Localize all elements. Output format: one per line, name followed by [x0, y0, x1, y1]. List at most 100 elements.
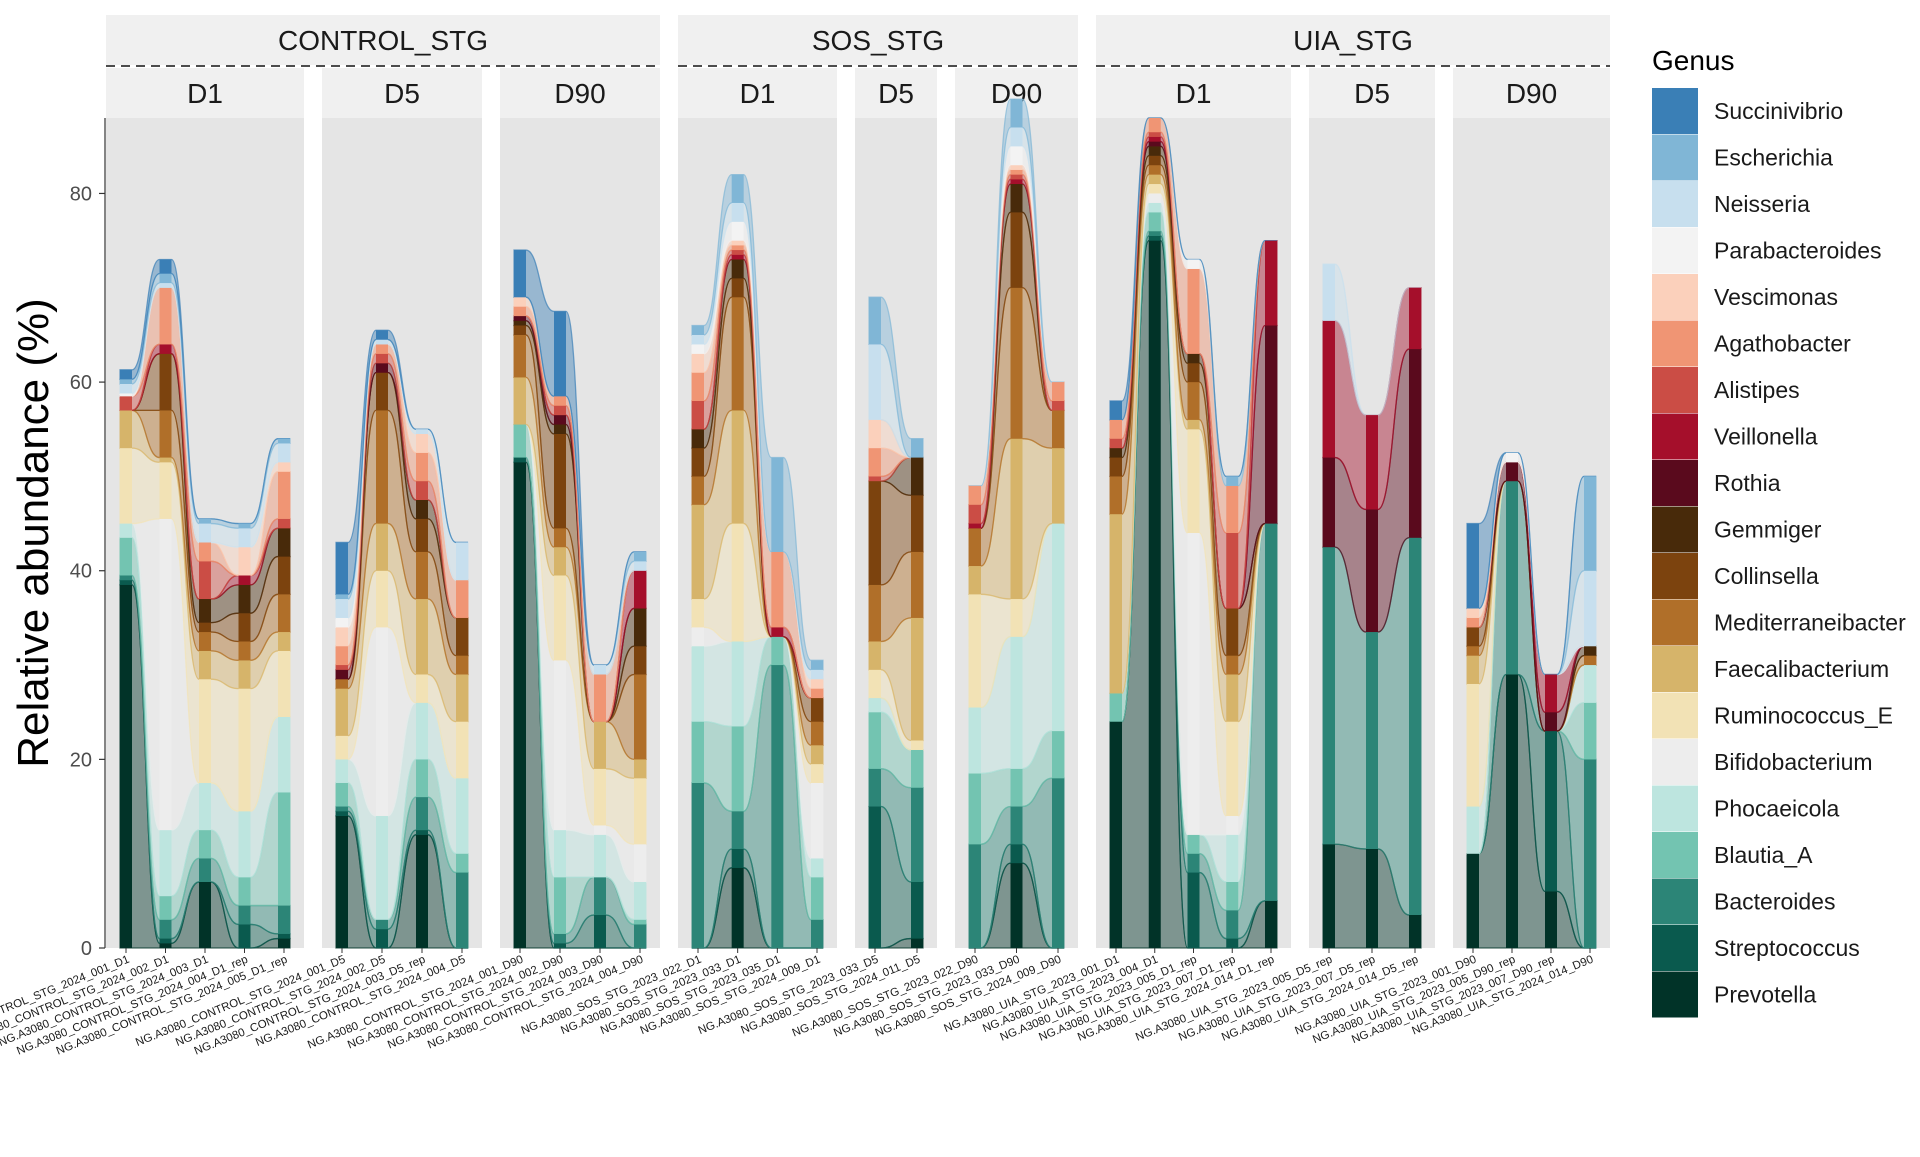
stacked-bar-segment [238, 660, 251, 689]
legend-swatch [1652, 739, 1698, 785]
stacked-bar-segment [692, 344, 704, 354]
legend-label: Neisseria [1714, 191, 1810, 217]
stacked-bar-segment [692, 721, 704, 783]
group-strip-label: CONTROL_STG [278, 25, 488, 56]
stacked-bar-segment [1467, 683, 1479, 807]
stacked-bar-segment [692, 448, 704, 477]
stacked-bar-segment [376, 929, 388, 948]
stacked-bar-segment [199, 518, 211, 524]
stacked-bar-segment [120, 410, 132, 449]
stacked-bar-segment [594, 825, 606, 835]
stacked-bar-segment [416, 830, 428, 835]
stacked-bar-segment [278, 594, 290, 633]
stacked-bar-segment [554, 830, 566, 878]
stacked-bar-segment [1226, 476, 1239, 486]
stacked-bar-segment [1584, 570, 1596, 647]
stacked-bar-segment [1467, 806, 1479, 854]
day-strip-label: D5 [878, 78, 914, 109]
stacked-bar-segment [376, 523, 388, 571]
stacked-bar-segment [1545, 731, 1557, 892]
stacked-bar-segment [159, 273, 172, 284]
stacked-bar-segment [969, 523, 981, 529]
stacked-bar-segment [869, 669, 881, 699]
stacked-bar-segment [1584, 702, 1596, 760]
legend-swatch [1652, 785, 1698, 832]
stacked-bar-segment [376, 919, 388, 930]
stacked-bar-segment [120, 448, 132, 524]
legend-swatch [1652, 320, 1698, 367]
stacked-bar-segment [969, 528, 981, 567]
stacked-bar-segment [1366, 509, 1378, 633]
stacked-bar-segment [336, 811, 348, 816]
legend-label: Veillonella [1714, 424, 1818, 450]
stacked-bar-segment [416, 481, 428, 500]
stacked-bar-segment [731, 523, 744, 642]
stacked-bar-segment [692, 325, 704, 335]
day-strip [855, 68, 937, 118]
stacked-bar-segment [416, 702, 428, 760]
stacked-bar-segment [456, 655, 468, 675]
stacked-bar-segment [159, 830, 172, 897]
stacked-bar-segment [1052, 523, 1064, 732]
stacked-bar-segment [278, 443, 290, 463]
stacked-bar-segment [514, 316, 526, 321]
stacked-bar-segment [1584, 476, 1596, 571]
stacked-bar-segment [1110, 438, 1122, 449]
stacked-bar-segment [278, 938, 290, 948]
stacked-bar-segment [1187, 268, 1200, 354]
stacked-bar-segment [238, 924, 251, 948]
stacked-bar-segment [416, 834, 428, 948]
group-strip [678, 15, 1078, 65]
stacked-bar-segment [1187, 834, 1200, 854]
legend-swatch [1652, 460, 1698, 506]
day-strip-label: D1 [187, 78, 223, 109]
stacked-bar-segment [376, 330, 388, 340]
stacked-bar-segment [1506, 481, 1518, 675]
stacked-bar-segment [1187, 382, 1200, 420]
stacked-bar-segment [1265, 240, 1277, 326]
stacked-bar-segment [199, 542, 211, 562]
panel-background [322, 118, 482, 948]
stacked-bar-segment [1265, 325, 1277, 524]
stacked-bar-segment [1052, 410, 1064, 449]
stacked-bar-segment [1110, 514, 1122, 694]
stacked-bar-segment [199, 622, 211, 633]
stacked-bar-segment [1148, 235, 1161, 241]
stacked-bar-segment [1187, 872, 1200, 948]
stacked-bar-segment [514, 250, 526, 298]
stacked-bar-segment [811, 919, 823, 948]
stacked-bar-segment [1052, 400, 1064, 411]
legend-label: Mediterraneibacter [1714, 610, 1906, 636]
legend-swatch [1652, 599, 1698, 646]
stacked-bar-segment [120, 584, 132, 948]
stacked-bar-segment [514, 457, 526, 463]
stacked-bar-segment [911, 749, 923, 788]
day-strip [1096, 68, 1291, 118]
stacked-bar-segment [554, 424, 566, 434]
stacked-bar-segment [554, 660, 566, 831]
stacked-bar-segment [336, 542, 348, 595]
stacked-bar-segment [278, 471, 290, 519]
stacked-bar-segment [1226, 485, 1239, 533]
stacked-bar-segment [731, 254, 744, 260]
stacked-bar-segment [514, 297, 526, 307]
stacked-bar-segment [376, 410, 388, 524]
stacked-bar-segment [869, 698, 881, 713]
stacked-bar-segment [1187, 533, 1200, 835]
legend-label: Alistipes [1714, 377, 1800, 403]
stacked-bar-segment [514, 306, 526, 317]
stacked-bar-segment [1110, 419, 1122, 439]
stacked-bar-segment [634, 844, 646, 882]
stacked-bar-segment [731, 259, 744, 279]
legend-swatch [1652, 925, 1698, 971]
panel-background [1453, 118, 1610, 948]
stacked-bar-segment [514, 325, 526, 335]
stacked-bar-segment [969, 485, 981, 505]
stacked-bar-segment [634, 561, 646, 571]
legend-swatch [1652, 413, 1698, 460]
stacked-bar-segment [731, 240, 744, 246]
stacked-bar-segment [634, 570, 646, 609]
y-tick-label: 40 [70, 561, 92, 583]
stacked-bar-segment [159, 410, 172, 458]
stacked-bar-segment [456, 778, 468, 854]
